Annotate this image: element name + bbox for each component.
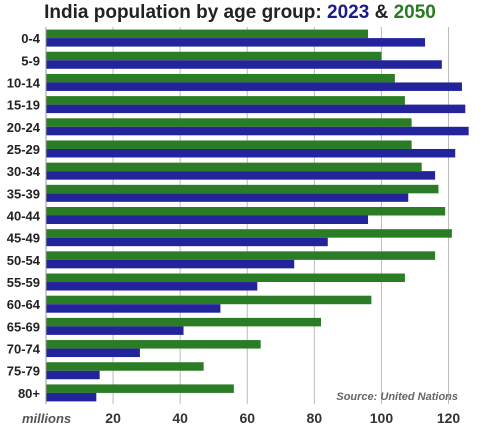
category-label-10-14: 10-14 [7, 75, 41, 90]
category-label-5-9: 5-9 [21, 53, 40, 68]
title-year-2050: 2050 [393, 2, 436, 23]
bar-2023-55-59 [46, 282, 258, 291]
bar-2050-35-39 [46, 184, 439, 194]
bar-2023-70-74 [46, 348, 140, 358]
category-label-30-34: 30-34 [7, 164, 41, 179]
category-label-80+: 80+ [18, 386, 40, 401]
bar-2023-75-79 [46, 370, 100, 380]
bar-2023-60-64 [46, 304, 221, 313]
bar-2050-30-34 [46, 162, 422, 172]
x-tick-label-120: 120 [437, 410, 461, 426]
bar-2050-5-9 [46, 51, 382, 61]
title-year-2023: 2023 [327, 2, 370, 23]
category-label-75-79: 75-79 [7, 364, 40, 379]
bar-2023-25-29 [46, 148, 456, 158]
title-connector: & [374, 2, 389, 23]
x-tick-label-40: 40 [172, 410, 188, 426]
unit-label: millions [22, 411, 72, 426]
bar-2050-60-64 [46, 295, 372, 305]
category-label-70-74: 70-74 [7, 342, 41, 357]
bar-2050-80+ [46, 384, 234, 393]
bar-2050-75-79 [46, 362, 204, 371]
bar-2023-35-39 [46, 193, 409, 202]
x-tick-label-60: 60 [239, 410, 255, 426]
bar-2023-10-14 [46, 82, 462, 91]
bar-2023-65-69 [46, 326, 184, 335]
category-label-55-59: 55-59 [7, 275, 40, 290]
bar-2023-30-34 [46, 171, 436, 180]
bar-2023-40-44 [46, 215, 369, 224]
bar-2050-45-49 [46, 229, 452, 238]
category-label-60-64: 60-64 [7, 297, 41, 312]
category-label-45-49: 45-49 [7, 231, 40, 246]
category-label-25-29: 25-29 [7, 142, 40, 157]
bar-2050-15-19 [46, 96, 405, 105]
bar-2050-20-24 [46, 118, 412, 127]
category-label-15-19: 15-19 [7, 98, 40, 113]
x-tick-label-80: 80 [307, 410, 323, 426]
x-tick-label-100: 100 [370, 410, 394, 426]
bar-2050-0-4 [46, 29, 369, 39]
bar-2023-45-49 [46, 237, 328, 247]
source-note: Source: United Nations [336, 391, 458, 403]
bar-2050-40-44 [46, 207, 446, 216]
category-label-0-4: 0-4 [21, 31, 41, 46]
bar-2050-55-59 [46, 273, 405, 283]
bar-2023-50-54 [46, 259, 295, 269]
bar-2023-80+ [46, 392, 97, 402]
category-label-50-54: 50-54 [7, 253, 41, 268]
bar-2050-50-54 [46, 251, 436, 260]
category-label-35-39: 35-39 [7, 186, 40, 201]
x-tick-label-20: 20 [105, 410, 121, 426]
bar-2023-5-9 [46, 60, 442, 69]
bar-2023-20-24 [46, 126, 469, 136]
bar-2050-65-69 [46, 317, 322, 327]
category-label-20-24: 20-24 [7, 120, 41, 135]
category-label-65-69: 65-69 [7, 319, 40, 334]
chart-title: India population by age group: 2023 & 20… [0, 2, 480, 24]
bar-2050-10-14 [46, 73, 395, 83]
bar-2050-25-29 [46, 140, 412, 149]
bar-2023-15-19 [46, 104, 466, 114]
bar-2023-0-4 [46, 38, 426, 47]
title-main: India population by age group: [44, 2, 322, 23]
bar-2050-70-74 [46, 340, 261, 349]
category-label-40-44: 40-44 [7, 209, 41, 224]
